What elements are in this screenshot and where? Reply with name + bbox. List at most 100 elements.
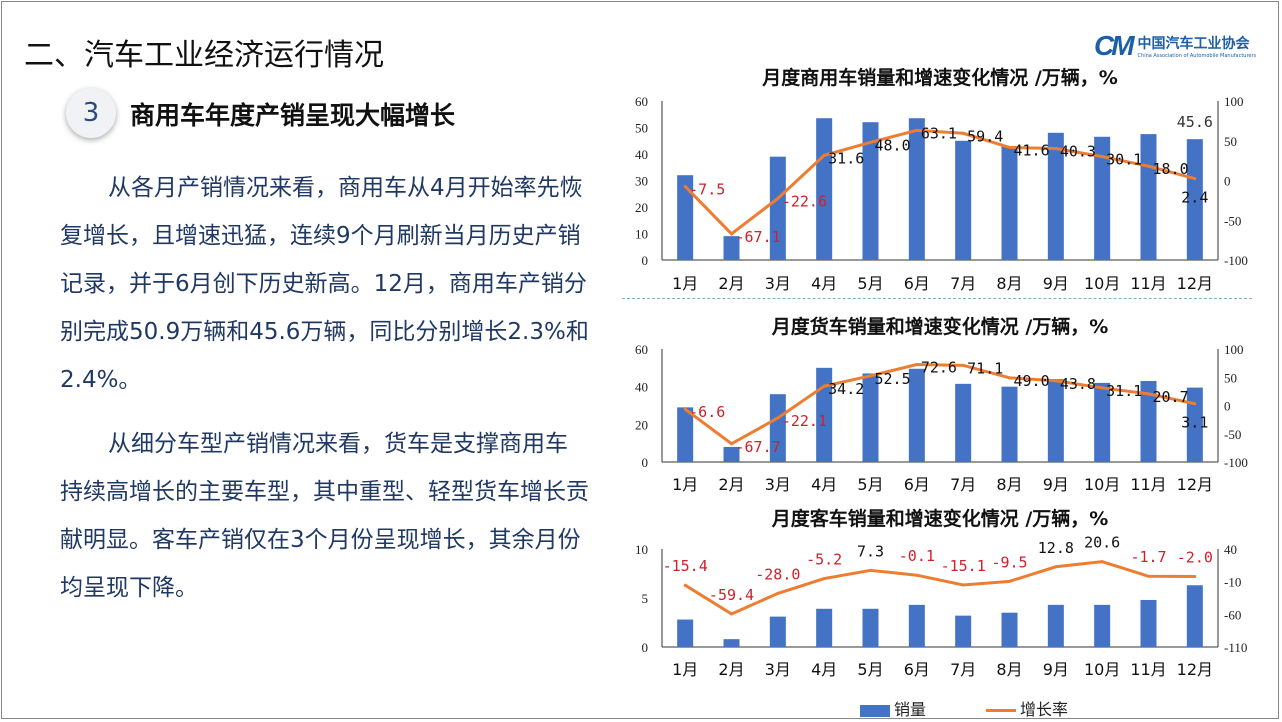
bar-sales-4 (816, 608, 833, 647)
x-tick-label: 5月 (857, 660, 883, 679)
growth-data-label: 41.6 (1014, 141, 1050, 159)
chart-title: 月度商用车销量和增速变化情况 /万辆，% (761, 66, 1118, 89)
y-tick-label: 40 (635, 147, 648, 162)
growth-data-label: -59.4 (709, 586, 754, 604)
growth-data-label: -2.0 (1177, 548, 1213, 566)
growth-point-10 (1100, 155, 1104, 159)
section-number-badge: 3 (66, 88, 116, 138)
logo-en: China Association of Automobile Manufact… (1137, 53, 1257, 59)
x-tick-label: 6月 (904, 274, 930, 293)
y2-tick-label: -60 (1224, 607, 1241, 622)
growth-data-label: -15.1 (941, 557, 986, 575)
x-tick-label: 9月 (1043, 660, 1069, 679)
bar-sales-3 (769, 156, 786, 260)
y2-tick-label: 0 (1224, 174, 1231, 189)
x-tick-label: 3月 (765, 660, 791, 679)
growth-point-11 (1147, 392, 1150, 396)
x-tick-label: 11月 (1130, 475, 1166, 494)
growth-data-label: 59.4 (967, 127, 1003, 145)
growth-rate-line (684, 128, 1196, 236)
legend-bar-label: 销量 (894, 700, 927, 719)
x-tick-label: 9月 (1043, 475, 1069, 494)
x-tick-label: 1月 (672, 660, 698, 679)
y-tick-label: 30 (635, 174, 648, 189)
bar-sales-11 (1140, 599, 1157, 647)
x-tick-label: 6月 (904, 475, 930, 494)
x-tick-label: 8月 (996, 475, 1022, 494)
x-tick-label: 10月 (1084, 274, 1120, 293)
x-tick-label: 11月 (1130, 274, 1166, 293)
y-tick-label: 5 (642, 591, 649, 606)
growth-data-label: -28.0 (755, 565, 800, 583)
bar-sales-7 (955, 615, 972, 647)
y2-tick-label: 50 (1224, 370, 1237, 385)
y-tick-label: 0 (642, 455, 649, 470)
y-tick-label: 0 (642, 253, 649, 268)
x-tick-label: 1月 (672, 274, 698, 293)
x-tick-label: 7月 (950, 475, 976, 494)
y-tick-label: 40 (635, 380, 648, 395)
x-tick-label: 2月 (718, 475, 744, 494)
bar-sales-3 (769, 394, 786, 462)
growth-data-label: 12.8 (1038, 539, 1074, 557)
growth-data-label: -7.5 (689, 180, 725, 198)
bar-sales-9 (1047, 379, 1064, 462)
y-tick-label: 20 (635, 200, 648, 215)
growth-point-9 (1054, 146, 1058, 150)
y2-tick-label: 50 (1224, 134, 1237, 149)
growth-point-11 (1147, 164, 1150, 168)
y2-tick-label: -100 (1224, 253, 1248, 268)
growth-point-5 (869, 568, 872, 572)
bar-sales-6 (908, 118, 925, 260)
growth-data-label: -22.1 (782, 412, 827, 430)
x-tick-label: 8月 (996, 274, 1022, 293)
growth-data-label: 52.5 (875, 370, 911, 388)
growth-data-label: 2.4 (1181, 189, 1208, 207)
growth-data-label: 3.1 (1181, 414, 1208, 432)
chart-title: 月度客车销量和增速变化情况 /万辆，% (771, 507, 1109, 530)
bar-sales-5 (862, 122, 879, 260)
bar-sales-3 (769, 616, 786, 647)
growth-point-5 (869, 374, 872, 378)
bar-sales-10 (1094, 136, 1111, 260)
bar-sales-12 (1186, 387, 1203, 462)
x-tick-label: 5月 (857, 475, 883, 494)
bar-sales-8 (1001, 612, 1018, 647)
growth-data-label: -22.6 (782, 192, 827, 210)
bar-sales-8 (1001, 146, 1018, 260)
x-tick-label: 6月 (904, 660, 930, 679)
bar-sales-11 (1140, 134, 1157, 260)
x-tick-label: 1月 (672, 475, 698, 494)
growth-data-label: -67.7 (736, 438, 781, 456)
y2-tick-label: -10 (1224, 575, 1241, 590)
growth-data-label: 31.6 (828, 149, 864, 167)
growth-point-6 (915, 128, 919, 132)
growth-point-11 (1147, 574, 1150, 578)
growth-point-2 (730, 612, 733, 616)
growth-data-label: -1.7 (1130, 548, 1166, 566)
y2-tick-label: 100 (1224, 94, 1244, 109)
growth-point-7 (961, 583, 965, 587)
chart-divider (622, 298, 1252, 299)
bar-sales-6 (908, 368, 925, 462)
growth-data-label: 63.1 (921, 124, 957, 142)
bar-sales-2 (723, 639, 740, 647)
growth-data-label: -9.5 (991, 553, 1027, 571)
bar-sales-5 (862, 608, 879, 647)
x-tick-label: 10月 (1084, 475, 1120, 494)
y2-tick-label: -50 (1224, 213, 1241, 228)
section-subtitle: 商用车年度产销呈现大幅增长 (130, 101, 456, 130)
bar-sales-1 (677, 175, 694, 260)
x-tick-label: 8月 (996, 660, 1022, 679)
growth-rate-line (684, 560, 1195, 616)
slide-title: 二、汽车工业经济运行情况 (24, 38, 384, 73)
bar-sales-12 (1186, 139, 1203, 260)
growth-point-5 (869, 140, 872, 144)
growth-point-1 (683, 583, 687, 587)
bar-sales-6 (908, 604, 925, 647)
growth-data-label: 30.1 (1106, 151, 1142, 169)
bar-sales-8 (1001, 386, 1018, 462)
chart-legend: 销量 增长率 (860, 696, 1068, 720)
growth-point-3 (776, 416, 780, 420)
